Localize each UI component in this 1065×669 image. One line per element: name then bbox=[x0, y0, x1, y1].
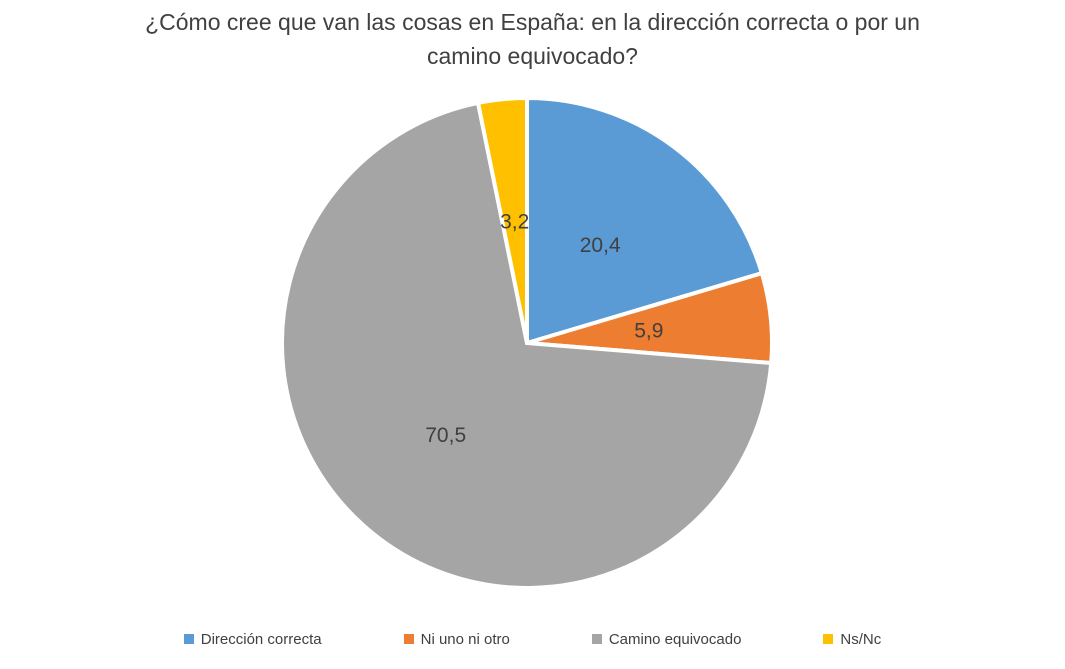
legend-item-camino-equivocado: Camino equivocado bbox=[591, 628, 742, 650]
legend-label: Dirección correcta bbox=[200, 630, 322, 648]
pie-slice-1 bbox=[525, 95, 765, 346]
chart-title-line-2: camino equivocado? bbox=[427, 43, 638, 69]
legend-swatch bbox=[403, 634, 414, 644]
slice-value-label: 20,4 bbox=[580, 234, 621, 257]
legend-swatch bbox=[591, 634, 602, 644]
legend-item-direccion-correcta: Dirección correcta bbox=[183, 628, 322, 650]
chart-title: ¿Cómo cree que van las cosas en España: … bbox=[0, 5, 1065, 73]
legend-label: Camino equivocado bbox=[608, 630, 742, 648]
legend-label: Ni uno ni otro bbox=[420, 630, 510, 648]
legend-swatch bbox=[823, 634, 834, 644]
slice-value-label: 70,5 bbox=[425, 424, 466, 447]
chart-title-line-1: ¿Cómo cree que van las cosas en España: … bbox=[145, 9, 920, 35]
legend-swatch bbox=[183, 634, 194, 644]
slice-value-label: 3,2 bbox=[500, 210, 529, 233]
legend-item-ni-uno-ni-otro: Ni uno ni otro bbox=[403, 628, 510, 650]
legend-label: Ns/Nc bbox=[840, 630, 882, 648]
slice-value-label: 5,9 bbox=[634, 320, 663, 343]
legend-item-ns-nc: Ns/Nc bbox=[823, 628, 881, 650]
pie-slice-4 bbox=[475, 95, 529, 344]
chart-legend: Dirección correcta Ni uno ni otro Camino… bbox=[0, 628, 1065, 650]
pie-slice-3 bbox=[279, 100, 774, 590]
